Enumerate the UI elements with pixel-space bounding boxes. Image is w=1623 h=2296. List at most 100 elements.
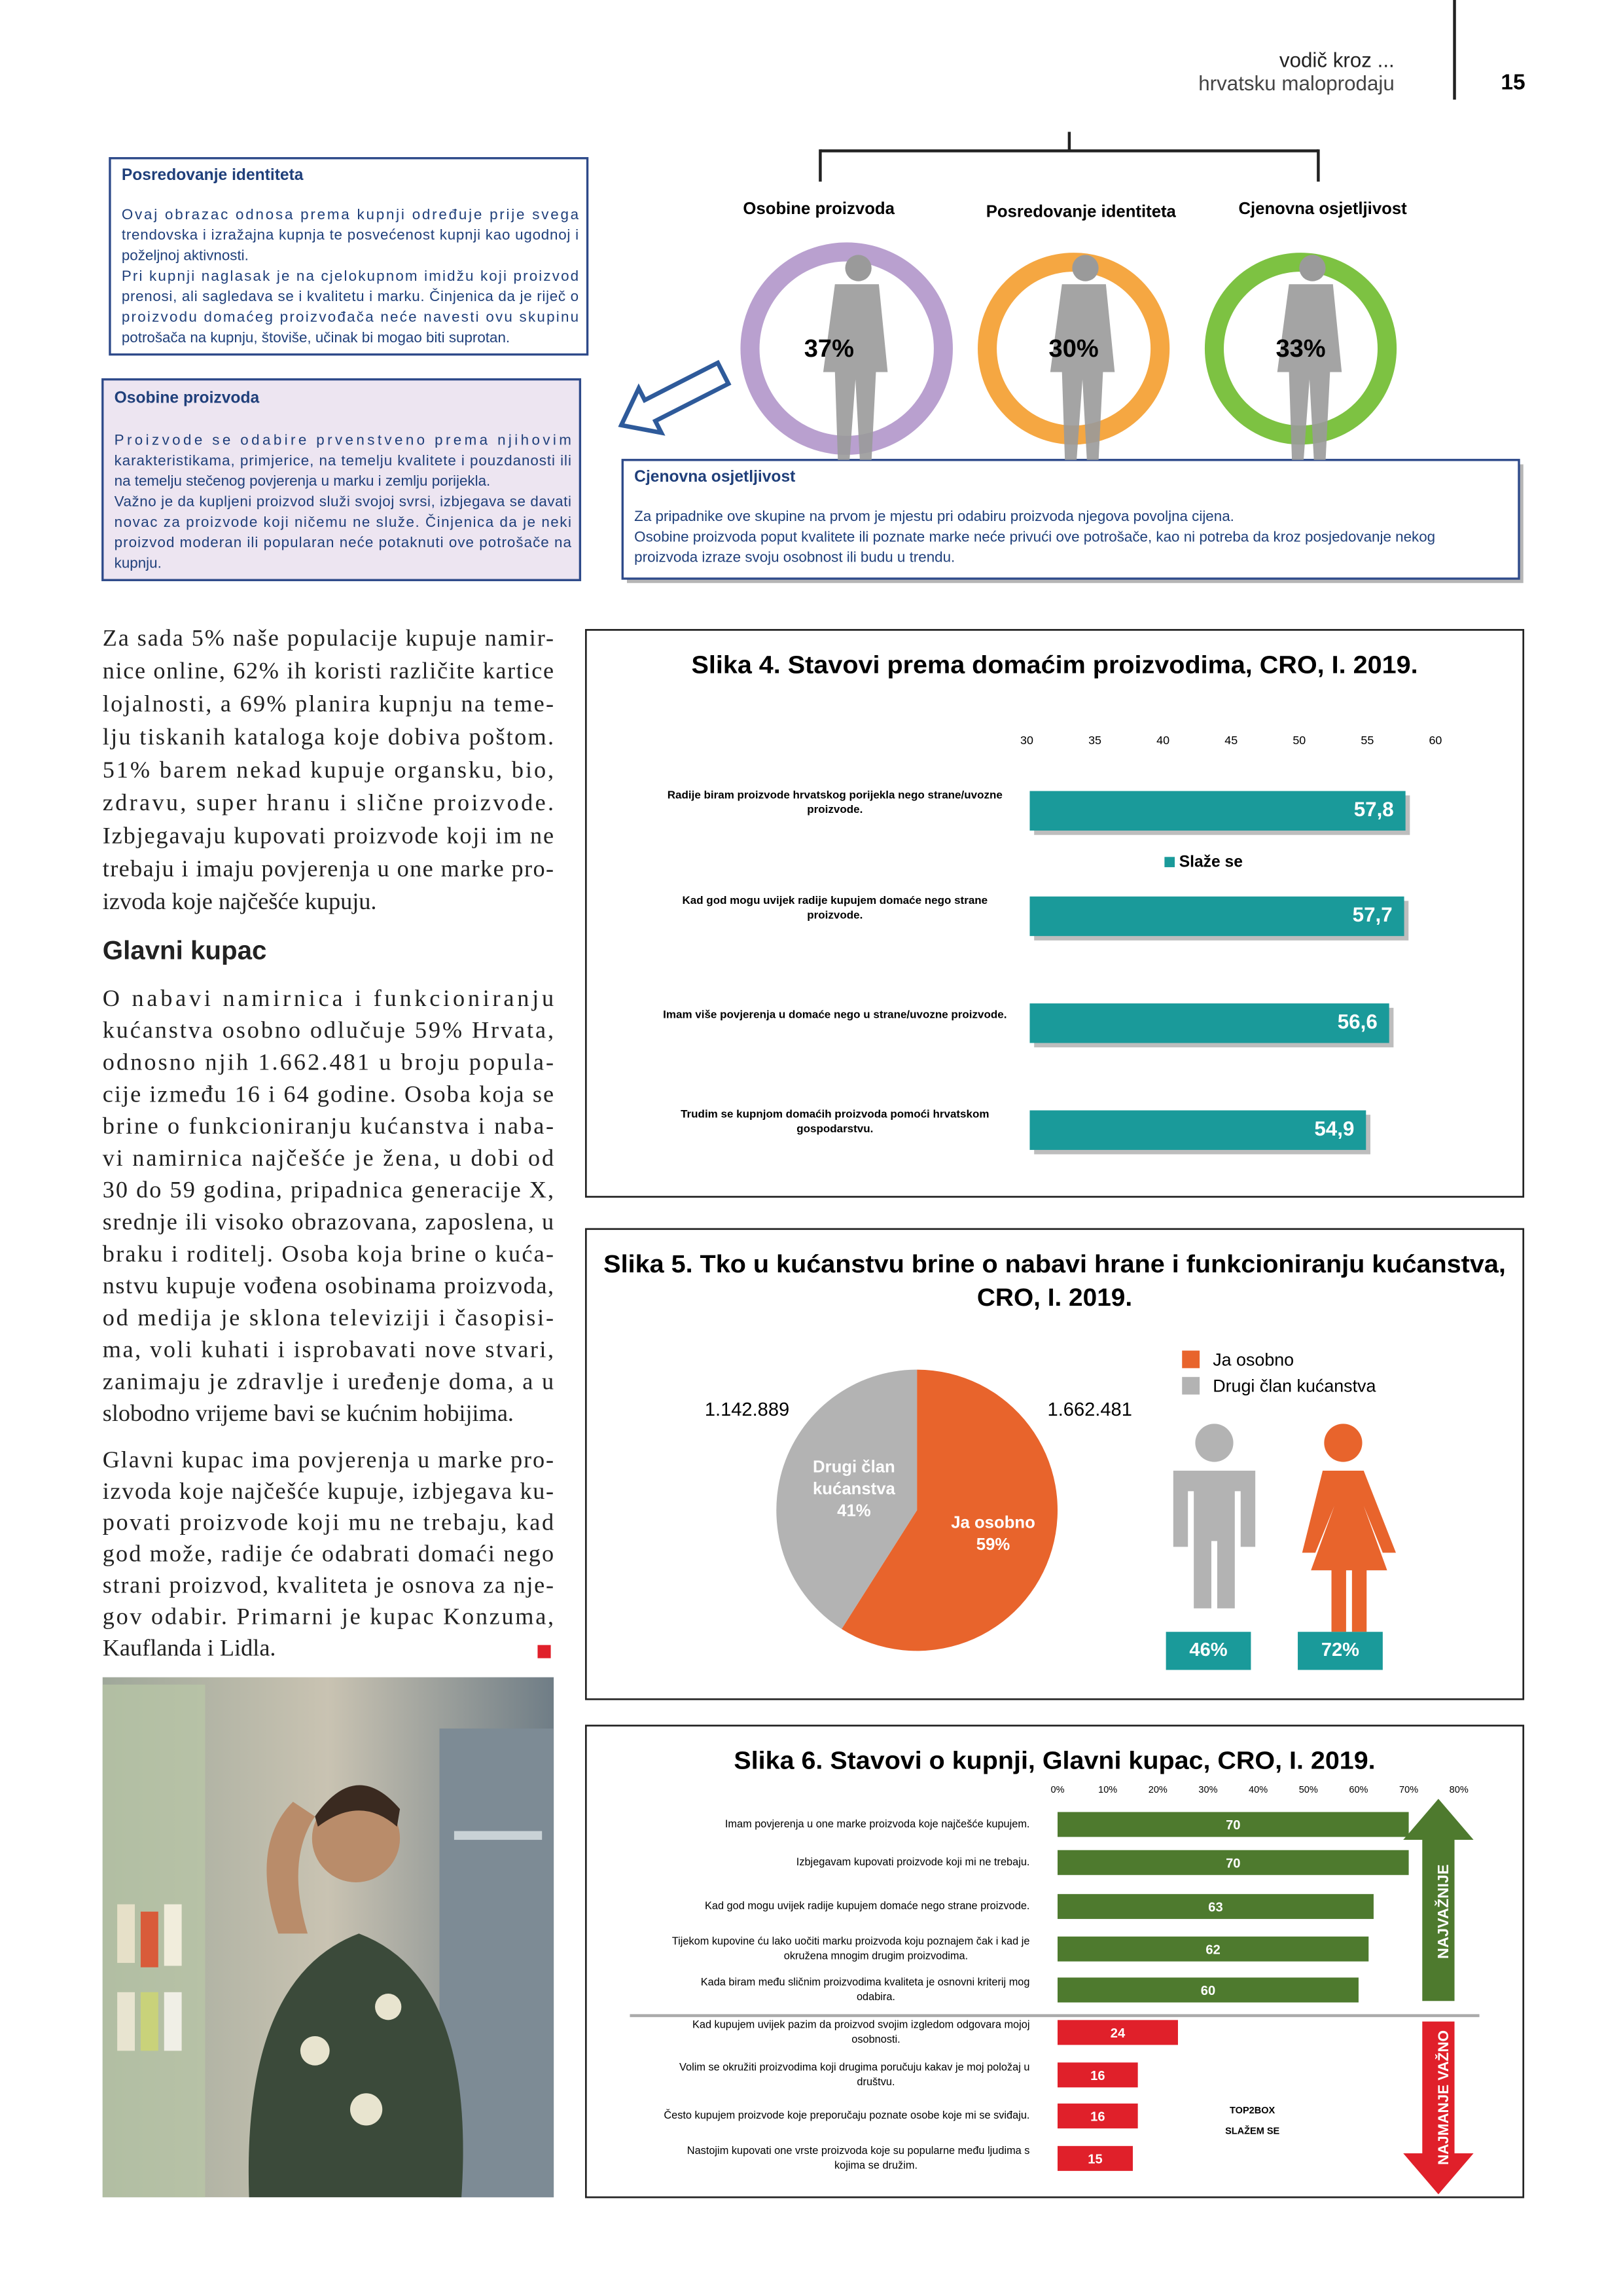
box-text: novac za proizvode koji ničemu ne služe.… bbox=[115, 514, 571, 530]
badge-label: 72% bbox=[1321, 1640, 1359, 1660]
arrow-label: NAJVAŽNIJE bbox=[1434, 1864, 1452, 1959]
box-text: poželjnoj aktivnosti. bbox=[122, 247, 249, 264]
figure-title: Slika 4. Stavovi prema domaćim proizvodi… bbox=[691, 651, 1418, 679]
category-label: kojima se družim. bbox=[834, 2159, 918, 2171]
silhouette-head bbox=[1299, 255, 1326, 281]
article-text: Za sada 5% naše populacije kupuje namir- bbox=[103, 624, 554, 651]
article-text: braku i roditelj. Osoba koja brine o kuć… bbox=[103, 1240, 554, 1266]
bar bbox=[1029, 896, 1404, 937]
article-text: cije između 16 i 64 godine. Osoba koja s… bbox=[103, 1081, 554, 1107]
silhouette-head bbox=[845, 255, 872, 281]
photo bbox=[102, 1677, 554, 2198]
box-title: Osobine proizvoda bbox=[115, 389, 260, 406]
category-label: osobnosti. bbox=[851, 2034, 900, 2045]
box-title: Posredovanje identiteta bbox=[122, 166, 304, 184]
silhouette-body bbox=[823, 284, 888, 460]
category-label: odabira. bbox=[857, 1991, 895, 2003]
info-box bbox=[101, 378, 582, 581]
category-label: proizvode. bbox=[807, 908, 863, 921]
article-text: vi namirnica najčešće je žena, u dobi od bbox=[103, 1145, 554, 1171]
article-text: 51% barem nekad kupuje organsku, bio, bbox=[103, 757, 554, 783]
category-label: Trudim se kupnjom domaćih proizvoda pomo… bbox=[681, 1108, 989, 1121]
legend-swatch bbox=[1164, 857, 1175, 867]
figure-frame bbox=[584, 1228, 1525, 1700]
info-box bbox=[109, 157, 589, 356]
box-text: trendovska i izražajna kupnja te posveće… bbox=[122, 226, 579, 243]
slice-value: 59% bbox=[976, 1535, 1010, 1554]
segment-label: Posredovanje identiteta bbox=[986, 202, 1177, 221]
legend-label: Ja osobno bbox=[1213, 1350, 1294, 1369]
category-label: Kad god mogu uvijek radije kupujem domać… bbox=[705, 1900, 1030, 1912]
legend-label: TOP2BOX bbox=[1230, 2106, 1275, 2116]
x-tick-label: 50% bbox=[1299, 1785, 1318, 1795]
box-text: proizvod moderan ili popularan neće pota… bbox=[115, 534, 572, 550]
segment-percent: 30% bbox=[1049, 335, 1099, 363]
figure-frame bbox=[584, 1725, 1525, 2198]
box-text: na temelju stečenog povjerenja u marku i… bbox=[115, 473, 491, 489]
article-text: slobodno vrijeme bavi se kućnim hobijima… bbox=[103, 1400, 514, 1426]
article-text: zdravu, super hranu i slične proizvode. bbox=[103, 789, 554, 816]
bar bbox=[1058, 1850, 1409, 1875]
value-label: 54,9 bbox=[1314, 1117, 1354, 1140]
x-tick-label: 50 bbox=[1293, 734, 1306, 747]
slice-label: Drugi član bbox=[813, 1458, 895, 1476]
x-tick-label: 35 bbox=[1088, 734, 1101, 747]
page-number: 15 bbox=[1501, 70, 1525, 94]
article-text: strani proizvod, kvaliteta je osnova za … bbox=[103, 1572, 554, 1598]
bar bbox=[1058, 1893, 1374, 1919]
category-label: gospodarstvu. bbox=[796, 1122, 873, 1135]
value-label: 57,7 bbox=[1353, 903, 1393, 926]
article-text: ma, voli kuhati i isprobavati nove stvar… bbox=[103, 1336, 554, 1363]
box-text: proizvoda izraze svoju osobnost ili budu… bbox=[634, 549, 955, 565]
category-label: Tijekom kupovine ću lako uočiti marku pr… bbox=[672, 1935, 1030, 1947]
bar bbox=[1058, 2103, 1138, 2128]
category-label: Često kupujem proizvode koje preporučaju… bbox=[664, 2109, 1029, 2121]
x-tick-label: 70% bbox=[1399, 1785, 1418, 1795]
category-label: proizvode. bbox=[807, 803, 863, 816]
category-label: okružena mnogim drugim proizvodima. bbox=[784, 1950, 968, 1962]
pie-slice bbox=[776, 1369, 918, 1629]
bar bbox=[1029, 1110, 1366, 1150]
value-label: 62 bbox=[1205, 1943, 1220, 1957]
segment-label: Osobine proizvoda bbox=[743, 200, 895, 218]
bar bbox=[1058, 1812, 1409, 1837]
legend-label: Drugi član kućanstva bbox=[1213, 1376, 1376, 1396]
slice-value: 41% bbox=[837, 1502, 871, 1520]
article-text: nice online, 62% ih koristi različite ka… bbox=[103, 658, 554, 684]
category-label: Nastojim kupovati one vrste proizvoda ko… bbox=[687, 2145, 1030, 2157]
value-label: 16 bbox=[1090, 2109, 1105, 2124]
box-text: prenosi, ali sagledava se i kvalitetu i … bbox=[122, 288, 579, 304]
count-label: 1.662.481 bbox=[1048, 1399, 1132, 1420]
category-label: Izbjegavam kupovati proizvode koji mi ne… bbox=[796, 1856, 1030, 1868]
x-tick-label: 30% bbox=[1198, 1785, 1217, 1795]
x-tick-label: 20% bbox=[1149, 1785, 1168, 1795]
x-tick-label: 45 bbox=[1224, 734, 1238, 747]
x-tick-label: 30 bbox=[1020, 734, 1033, 747]
legend-label: SLAŽEM SE bbox=[1225, 2125, 1279, 2136]
value-label: 24 bbox=[1111, 2026, 1126, 2041]
x-tick-label: 55 bbox=[1361, 734, 1374, 747]
segment-label: Cjenovna osjetljivost bbox=[1238, 200, 1407, 218]
x-tick-label: 40% bbox=[1249, 1785, 1268, 1795]
x-tick-label: 80% bbox=[1450, 1785, 1469, 1795]
value-label: 70 bbox=[1226, 1818, 1240, 1833]
figure-title: Slika 5. Tko u kućanstvu brine o nabavi … bbox=[603, 1251, 1506, 1278]
value-label: 16 bbox=[1090, 2069, 1105, 2083]
article-text: izvoda koje najčešće kupuju. bbox=[103, 888, 377, 914]
arrow-label: NAJMANJE VAŽNO bbox=[1435, 2030, 1452, 2165]
x-tick-label: 60 bbox=[1429, 734, 1442, 747]
bar bbox=[1058, 1977, 1359, 2003]
badge bbox=[1298, 1632, 1383, 1670]
article-text: izvoda koje najčešće kupuje, izbjegava k… bbox=[103, 1478, 554, 1504]
category-label: Kada biram među sličnim proizvodima kval… bbox=[701, 1977, 1030, 1988]
article-text: zanimaju je zdravlje i uređenje doma, a … bbox=[103, 1368, 554, 1394]
box-text: Osobine proizvoda poput kvalitete ili po… bbox=[634, 528, 1435, 545]
category-label: Volim se okružiti proizvodima koji drugi… bbox=[679, 2061, 1029, 2073]
legend-label: Slaže se bbox=[1179, 853, 1243, 871]
person-body bbox=[1173, 1471, 1256, 1609]
silhouette-body bbox=[1277, 284, 1342, 460]
segment-percent: 33% bbox=[1275, 335, 1325, 363]
value-label: 70 bbox=[1226, 1856, 1240, 1871]
